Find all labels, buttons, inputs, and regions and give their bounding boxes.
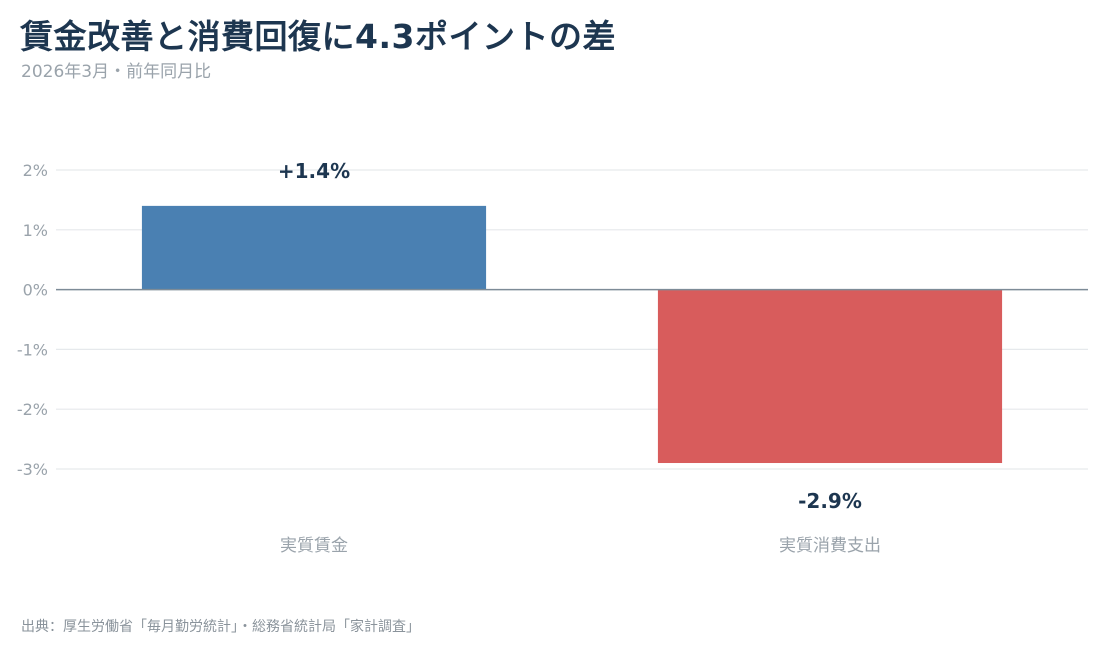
- category-label: 実質消費支出: [779, 536, 881, 556]
- chart-subtitle: 2026年3月・前年同月比: [21, 62, 212, 82]
- bars: [141, 205, 1003, 464]
- y-tick-label: 2%: [23, 161, 48, 180]
- y-tick-label: 1%: [23, 221, 48, 240]
- bar-2: [657, 289, 1003, 464]
- y-tick-label: -3%: [17, 460, 48, 479]
- y-tick-label: -2%: [17, 400, 48, 419]
- bar-chart: 2% 1% 0% -1% -2% -3% +1.4% -2.9% 実質賃金 実質消費支出: [17, 159, 1088, 556]
- bar-1: [141, 205, 487, 290]
- value-label: +1.4%: [278, 159, 350, 183]
- category-label: 実質賃金: [280, 536, 348, 556]
- y-tick-label: -1%: [17, 340, 48, 359]
- y-tick-labels: 2% 1% 0% -1% -2% -3%: [17, 161, 48, 479]
- chart-title: 賃金改善と消費回復に4.3ポイントの差: [20, 17, 616, 56]
- value-labels: +1.4% -2.9%: [278, 159, 862, 513]
- y-tick-label: 0%: [23, 281, 48, 300]
- category-labels: 実質賃金 実質消費支出: [280, 536, 881, 556]
- source-note: 出典：厚生労働省「毎月勤労統計」・総務省統計局「家計調査」: [21, 619, 420, 635]
- value-label: -2.9%: [798, 489, 862, 513]
